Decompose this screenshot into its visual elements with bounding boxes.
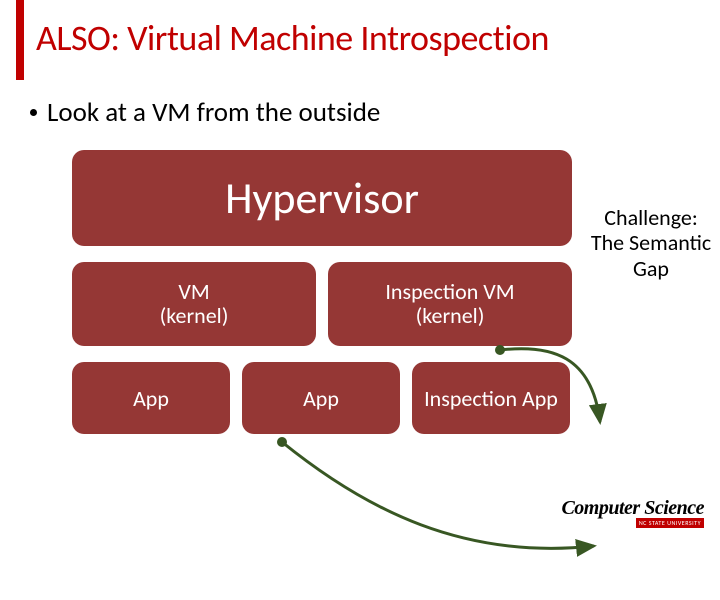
app3-label: Inspection App xyxy=(424,385,558,412)
vm-right-line1: Inspection VM xyxy=(385,280,514,304)
bullet-text: Look at a VM from the outside xyxy=(47,96,380,129)
vm-right-line2: (kernel) xyxy=(416,304,485,328)
challenge-text: Challenge: The Semantic Gap xyxy=(586,205,716,281)
accent-bar xyxy=(16,0,24,80)
challenge-line1: Challenge: xyxy=(586,205,716,230)
footer-logo: Computer Science NC STATE UNIVERSITY xyxy=(561,497,704,528)
challenge-line2: The Semantic xyxy=(586,230,716,255)
vm-box-left: VM (kernel) xyxy=(72,262,316,346)
arrow2-start-dot xyxy=(277,437,287,447)
app2-label: App xyxy=(303,385,339,412)
app-box-2: App xyxy=(242,362,400,434)
app-box-1: App xyxy=(72,362,230,434)
arrow1-start-dot xyxy=(495,345,505,355)
logo-bar: NC STATE UNIVERSITY xyxy=(636,518,704,528)
vm-left-line2: (kernel) xyxy=(160,304,229,328)
hypervisor-label: Hypervisor xyxy=(225,171,419,225)
app-box-3: Inspection App xyxy=(412,362,570,434)
slide: ALSO: Virtual Machine Introspection Look… xyxy=(0,0,720,540)
bullet-icon xyxy=(30,109,37,116)
vm-left-line1: VM xyxy=(178,280,209,304)
slide-title: ALSO: Virtual Machine Introspection xyxy=(36,16,549,60)
arrow2-path xyxy=(282,442,594,548)
bullet-row: Look at a VM from the outside xyxy=(30,96,380,129)
app1-label: App xyxy=(133,385,169,412)
logo-text: Computer Science xyxy=(561,497,704,520)
challenge-line3: Gap xyxy=(586,256,716,281)
vm-box-right: Inspection VM (kernel) xyxy=(328,262,572,346)
hypervisor-box: Hypervisor xyxy=(72,150,572,246)
